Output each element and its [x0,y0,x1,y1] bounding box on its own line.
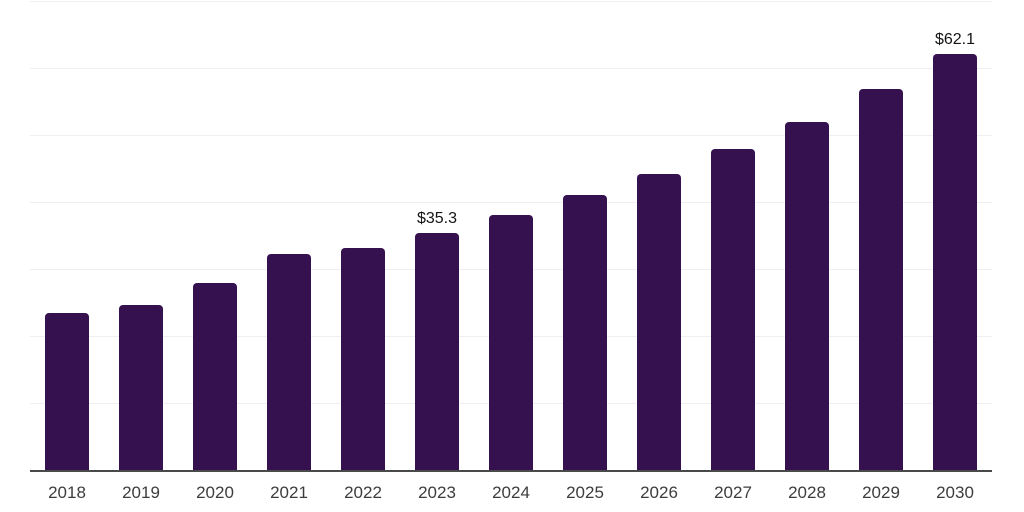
bar-2026 [637,173,681,470]
x-tick-label-2027: 2027 [714,483,752,502]
x-tick-label-2023: 2023 [418,483,456,502]
bar-2029 [859,88,903,470]
gridline [30,202,992,203]
data-label-2023: $35.3 [416,210,458,228]
x-tick-label-2025: 2025 [566,483,604,502]
x-tick-label-2019: 2019 [122,483,160,502]
bar-2024 [489,214,533,470]
bar-2023 [415,233,459,470]
gridline [30,1,992,2]
gridline [30,68,992,69]
gridline [30,135,992,136]
bar-2021 [267,254,311,470]
x-tick-label-2018: 2018 [48,483,86,502]
bar-2018 [45,313,89,470]
x-tick-label-2024: 2024 [492,483,530,502]
bar-2022 [341,248,385,470]
x-tick-label-2028: 2028 [788,483,826,502]
x-tick-label-2021: 2021 [270,483,308,502]
x-tick-label-2026: 2026 [640,483,678,502]
bar-2020 [193,283,237,470]
bar-2030 [933,53,977,470]
bar-2028 [785,121,829,470]
bar-2019 [119,304,163,470]
x-tick-label-2022: 2022 [344,483,382,502]
x-tick-label-2029: 2029 [862,483,900,502]
bar-2027 [711,149,755,470]
x-tick-label-2020: 2020 [196,483,234,502]
x-axis-line [30,470,992,472]
data-label-2030: $62.1 [934,30,976,48]
bar-2025 [563,195,607,470]
x-tick-label-2030: 2030 [936,483,974,502]
